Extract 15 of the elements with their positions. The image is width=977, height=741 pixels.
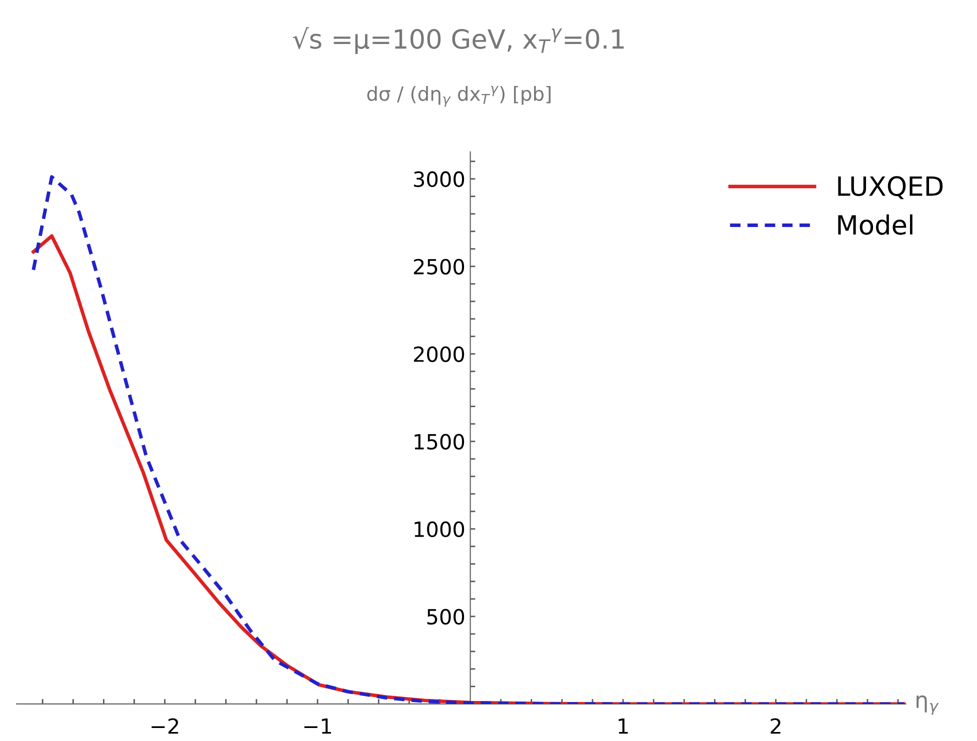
x-tick-label: −1 <box>304 718 331 734</box>
y-tick-label: 3000 <box>414 171 464 188</box>
legend-label: LUXQED <box>838 176 943 200</box>
legend-label: Model <box>838 214 912 235</box>
x-tick-label: 1 <box>618 718 628 734</box>
x-tick-label: −2 <box>152 718 178 734</box>
y-tick-label: 500 <box>427 608 464 625</box>
chart-title: √s =μ=100 GeV, x$_{T}$$^{γ}$=0.1 <box>292 27 624 54</box>
y-axis-title: dσ / (dη$_{γ}$ dx$_{T}$$^{γ}$) [pb] <box>367 86 551 107</box>
x-axis-title: η$_{γ}$ <box>916 695 939 715</box>
y-tick-label: 1500 <box>414 434 464 450</box>
y-tick-label: 2500 <box>414 258 464 275</box>
y-tick-label: 2000 <box>414 346 464 362</box>
y-tick-label: 1000 <box>414 521 464 538</box>
x-tick-label: 2 <box>770 718 780 734</box>
